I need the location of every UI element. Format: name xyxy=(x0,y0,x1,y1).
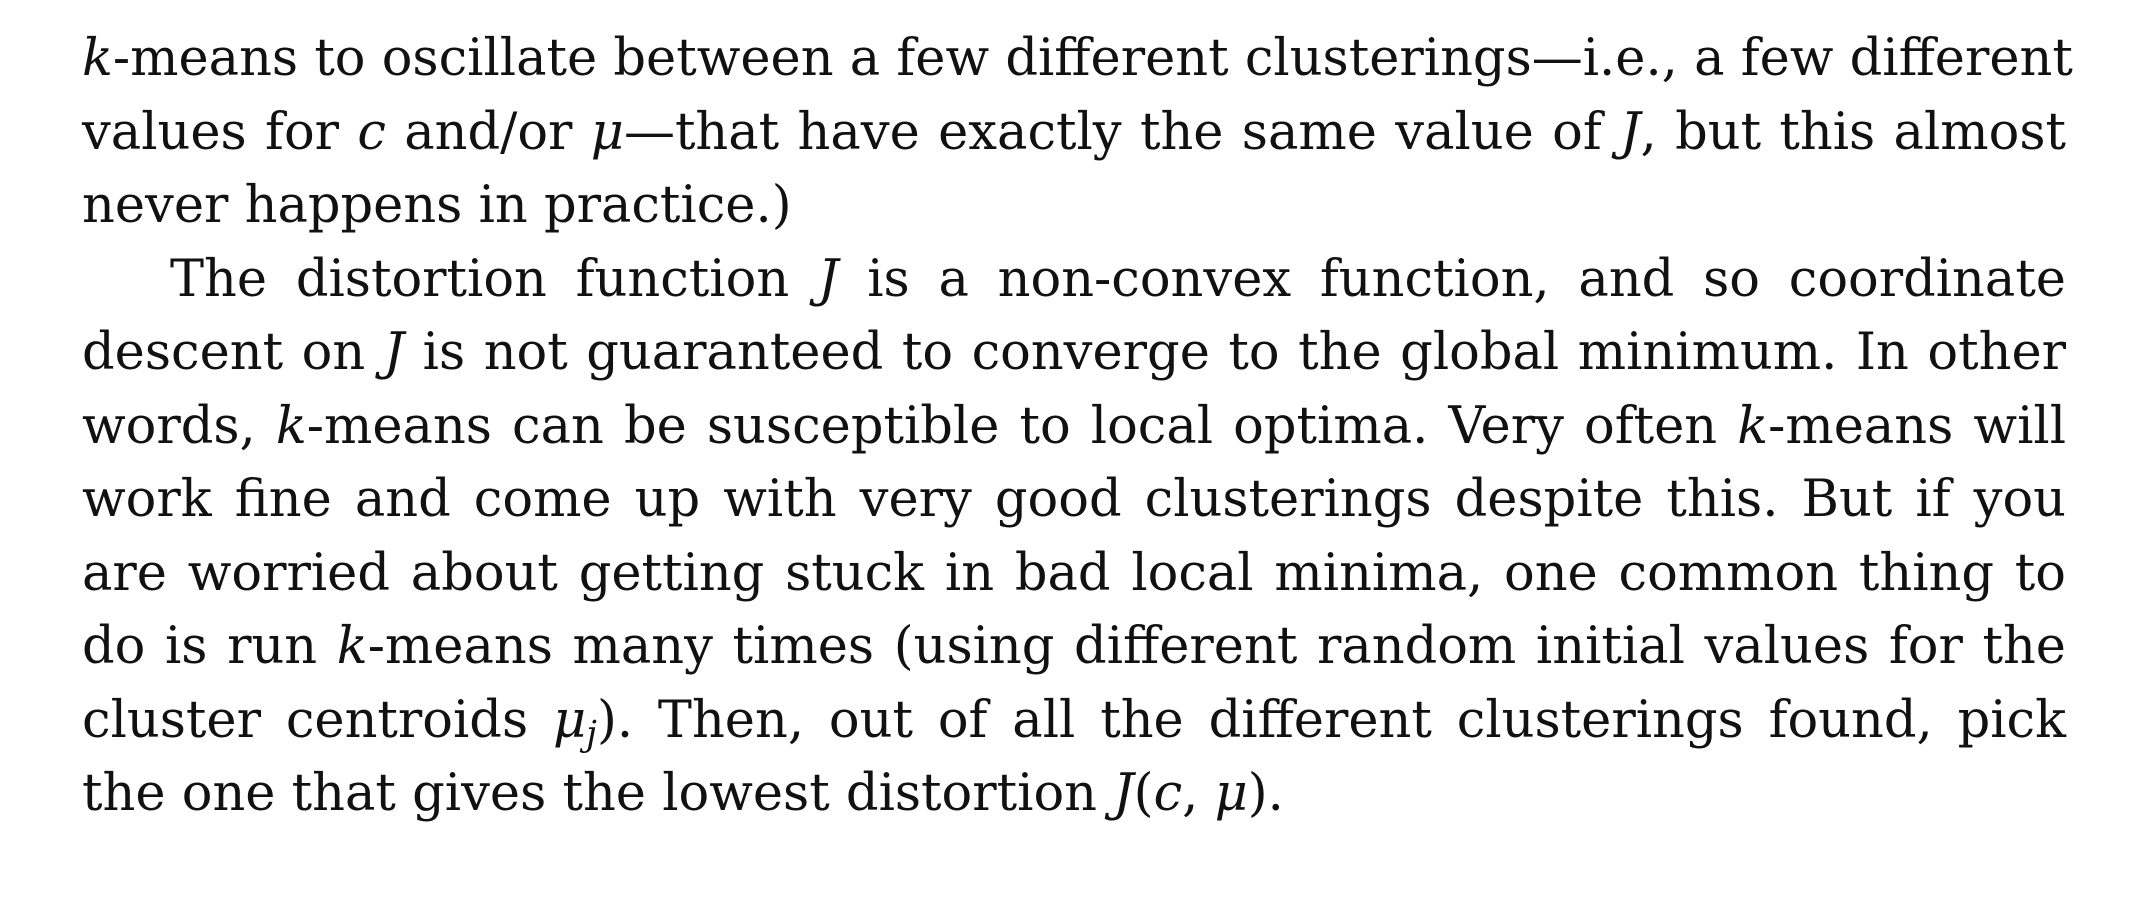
paragraph-2-line-1: The distortion function J is a non-conve… xyxy=(82,243,2066,317)
math-comma: , xyxy=(1182,764,1215,823)
text-segment: never happens in practice.) xyxy=(82,176,792,235)
text-segment: cluster centroids xyxy=(82,690,554,750)
text-segment: ). Then, out of all the different cluste… xyxy=(596,690,2067,750)
text-segment: descent on xyxy=(82,323,384,382)
paragraph-1: k-means to oscillate between a few diffe… xyxy=(82,22,2073,243)
paragraph-2-line-8: the one that gives the lowest distortion… xyxy=(82,757,2066,831)
text-segment: is not guaranteed to converge to the glo… xyxy=(404,323,2067,382)
paragraph-2-line-5: are worried about getting stuck in bad l… xyxy=(82,537,2066,611)
math-k: k xyxy=(336,617,368,676)
text-segment: -means to oscillate between a few differ… xyxy=(112,29,2073,88)
math-mu: μ xyxy=(590,102,624,162)
text-segment: work fine and come up with very good clu… xyxy=(82,470,2066,529)
text-segment: is a non-convex function, and so coordin… xyxy=(838,249,2066,309)
paragraph-2-line-2: descent on J is not guaranteed to conver… xyxy=(82,316,2066,390)
math-paren-open: ( xyxy=(1133,764,1154,823)
text-segment: are worried about getting stuck in bad l… xyxy=(82,543,2066,603)
document-page: k-means to oscillate between a few diffe… xyxy=(82,22,2073,831)
text-segment: and/or xyxy=(385,102,591,162)
math-J: J xyxy=(817,249,839,309)
text-segment: , but this almost xyxy=(1640,102,2067,162)
math-mu: μ xyxy=(553,690,587,750)
math-J: J xyxy=(1620,102,1641,162)
text-segment: -means can be susceptible to local optim… xyxy=(306,396,1738,456)
paragraph-2-line-7: cluster centroids μj). Then, out of all … xyxy=(82,684,2066,758)
paragraph-1-line-3: never happens in practice.) xyxy=(82,169,2066,243)
text-segment: The distortion function xyxy=(170,249,818,309)
math-paren-close: ). xyxy=(1247,764,1284,823)
paragraph-2: The distortion function J is a non-conve… xyxy=(82,243,2066,831)
text-segment: values for xyxy=(82,102,358,162)
text-segment: do is run xyxy=(82,617,337,676)
math-k: k xyxy=(1737,396,1769,456)
text-segment: words, xyxy=(82,396,276,456)
text-segment: —that have exactly the same value of xyxy=(623,102,1621,162)
math-mu: μ xyxy=(1214,764,1248,823)
paragraph-2-line-4: work fine and come up with very good clu… xyxy=(82,463,2066,537)
text-segment: -means will xyxy=(1768,396,2067,456)
paragraph-1-line-2: values for c and/or μ—that have exactly … xyxy=(82,96,2066,170)
text-segment: the one that gives the lowest distortion xyxy=(82,764,1114,823)
math-subscript-j: j xyxy=(586,714,597,755)
math-c: c xyxy=(1153,764,1183,823)
math-J: J xyxy=(383,323,405,382)
text-segment: -means many times (using different rando… xyxy=(367,617,2066,676)
math-J: J xyxy=(1113,764,1134,823)
paragraph-1-line-1: k-means to oscillate between a few diffe… xyxy=(82,22,2073,96)
math-c: c xyxy=(357,102,386,162)
paragraph-2-line-6: do is run k-means many times (using diff… xyxy=(82,610,2066,684)
paragraph-2-line-3: words, k-means can be susceptible to loc… xyxy=(82,390,2066,464)
math-k: k xyxy=(275,396,307,456)
math-k: k xyxy=(82,29,113,88)
